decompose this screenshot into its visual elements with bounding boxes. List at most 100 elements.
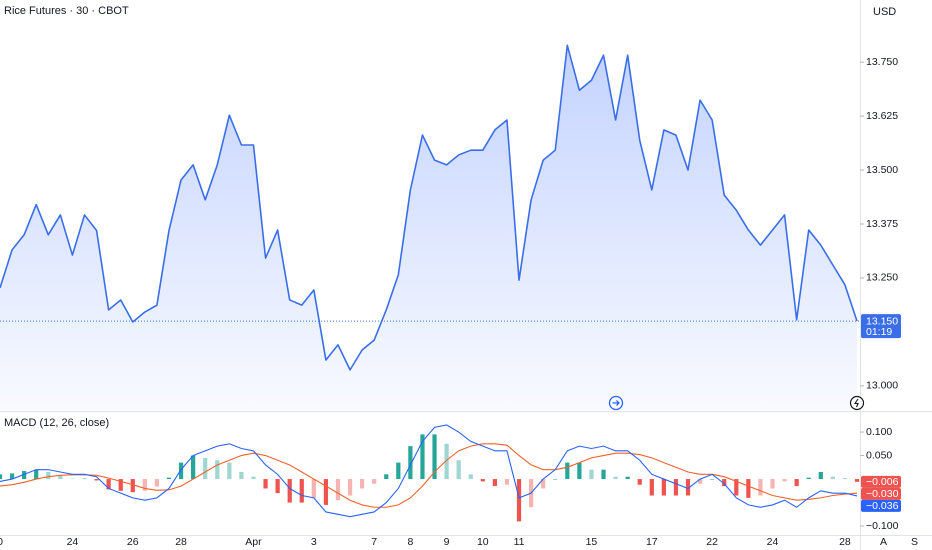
histogram-bar bbox=[794, 479, 799, 487]
axis-button[interactable]: S bbox=[911, 536, 918, 548]
y-tick-label: 0.050 bbox=[866, 449, 892, 461]
histogram-bar bbox=[166, 477, 172, 480]
axis-button[interactable]: A bbox=[880, 536, 887, 548]
signal-line bbox=[0, 443, 858, 508]
histogram-bar bbox=[70, 478, 75, 480]
histogram-bar bbox=[335, 479, 341, 501]
histogram-bar bbox=[577, 462, 582, 480]
histogram-bar bbox=[347, 479, 353, 496]
x-tick-label: 26 bbox=[127, 536, 139, 548]
x-tick-label: 8 bbox=[407, 536, 413, 548]
histogram-bar bbox=[589, 469, 594, 480]
histogram-bar bbox=[275, 479, 280, 494]
histogram-bar bbox=[360, 479, 365, 489]
x-tick-label: 10 bbox=[477, 536, 489, 548]
histogram-bar bbox=[818, 471, 823, 480]
x-tick-label: 3 bbox=[311, 536, 317, 548]
histogram-bar bbox=[746, 479, 751, 498]
y-tick-label: 13.250 bbox=[866, 272, 898, 284]
histogram-bar bbox=[408, 446, 413, 480]
histogram-bar bbox=[516, 479, 522, 522]
histogram-bar bbox=[830, 476, 835, 480]
x-tick-label: 15 bbox=[586, 536, 598, 548]
y-tick-label: 13.375 bbox=[866, 218, 898, 230]
histogram-bar bbox=[854, 479, 860, 482]
histogram-bar bbox=[613, 476, 618, 480]
macd-badge bbox=[861, 487, 901, 500]
macd-badge bbox=[861, 499, 901, 512]
y-tick-label: 13.750 bbox=[866, 56, 898, 68]
x-tick-label: 28 bbox=[839, 536, 851, 548]
x-tick-label: 24 bbox=[767, 536, 779, 548]
histogram-bar bbox=[758, 479, 763, 496]
macd-line bbox=[0, 424, 858, 518]
price-line bbox=[0, 44, 858, 371]
histogram-bar bbox=[94, 479, 99, 481]
y-tick-label: 13.625 bbox=[866, 110, 898, 122]
histogram-bar bbox=[34, 469, 39, 480]
histogram-bar bbox=[178, 462, 184, 480]
histogram-bar bbox=[637, 479, 642, 485]
histogram-bar bbox=[191, 455, 196, 480]
histogram-bar bbox=[444, 443, 449, 480]
histogram-bar bbox=[480, 479, 485, 482]
chart-title: Rice Futures · 30 · CBOT bbox=[4, 5, 129, 17]
histogram-bar bbox=[263, 479, 268, 489]
y-tick-label: 13.500 bbox=[866, 164, 898, 176]
histogram-bar bbox=[82, 478, 87, 480]
last-price-badge bbox=[861, 314, 901, 339]
histogram-bar bbox=[625, 476, 630, 480]
histogram-bar bbox=[734, 479, 739, 496]
histogram-bar bbox=[251, 476, 256, 480]
y-tick-label: −0.100 bbox=[866, 520, 899, 532]
currency-label: USD bbox=[873, 6, 896, 18]
histogram-bar bbox=[468, 474, 473, 480]
macd-badge bbox=[861, 475, 901, 488]
histogram-bar bbox=[58, 475, 63, 480]
histogram-bar bbox=[227, 462, 232, 480]
histogram-bar bbox=[553, 479, 558, 480]
histogram-bar bbox=[456, 460, 461, 480]
macd-title: MACD (12, 26, close) bbox=[4, 417, 109, 429]
histogram-bar bbox=[565, 462, 570, 480]
histogram-bar bbox=[420, 434, 425, 480]
histogram-bar bbox=[46, 471, 51, 480]
histogram-bar bbox=[384, 474, 389, 480]
macd-badge-label: −0.006 bbox=[866, 476, 899, 488]
macd-badge-label: −0.036 bbox=[866, 500, 899, 512]
x-tick-label: 0 bbox=[0, 536, 3, 548]
histogram-bar bbox=[239, 471, 244, 480]
x-tick-label: 11 bbox=[514, 536, 525, 548]
histogram-bar bbox=[673, 479, 679, 496]
alert-icon[interactable] bbox=[849, 395, 865, 411]
histogram-bar bbox=[323, 479, 329, 505]
histogram-bar bbox=[722, 479, 727, 487]
price-area bbox=[0, 45, 857, 410]
histogram-bar bbox=[492, 479, 497, 487]
histogram-bar bbox=[710, 479, 715, 480]
histogram-bar bbox=[9, 473, 15, 480]
histogram-bar bbox=[782, 479, 787, 482]
histogram-bar bbox=[22, 471, 27, 480]
histogram-bar bbox=[697, 479, 703, 484]
scroll-to-end-icon[interactable] bbox=[608, 395, 624, 411]
x-tick-label: 28 bbox=[175, 536, 187, 548]
histogram-bar bbox=[118, 479, 123, 491]
histogram-bar bbox=[287, 479, 292, 503]
x-tick-label: 22 bbox=[706, 536, 718, 548]
histogram-bar bbox=[215, 460, 220, 480]
x-tick-label: Apr bbox=[245, 536, 262, 548]
y-tick-label: 0.100 bbox=[866, 426, 892, 438]
histogram-bar bbox=[299, 479, 304, 503]
y-tick-label: 13.000 bbox=[866, 380, 898, 392]
x-tick-label: 24 bbox=[67, 536, 79, 548]
histogram-bar bbox=[770, 479, 775, 489]
histogram-bar bbox=[203, 457, 208, 480]
histogram-bar bbox=[130, 479, 135, 493]
histogram-bar bbox=[649, 479, 654, 496]
x-tick-label: 17 bbox=[646, 536, 658, 548]
x-tick-label: 7 bbox=[371, 536, 377, 548]
histogram-bar bbox=[154, 479, 160, 487]
countdown-label: 01:19 bbox=[866, 326, 892, 338]
